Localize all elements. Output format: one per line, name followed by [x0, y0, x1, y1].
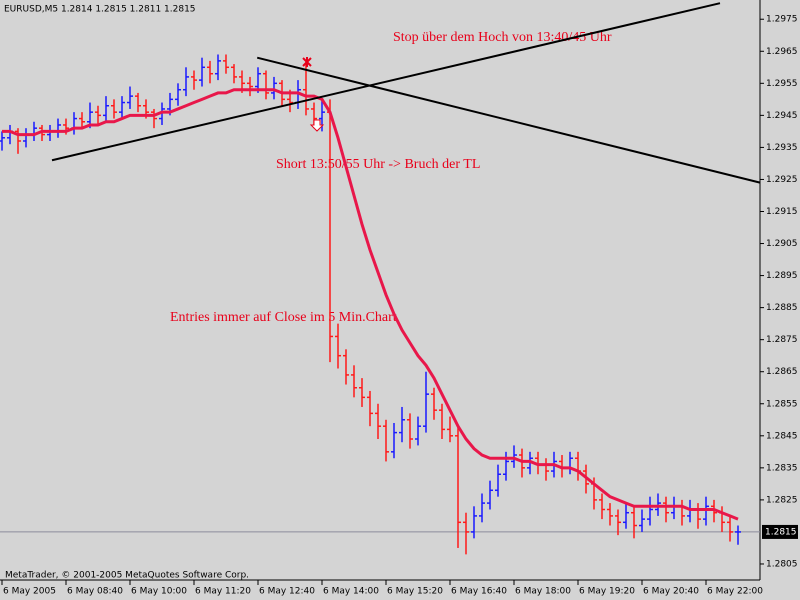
- x-tick-label: 6 May 2005: [3, 587, 56, 597]
- x-tick-label: 6 May 22:00: [707, 587, 763, 597]
- y-tick-label: 1.2955: [766, 79, 798, 89]
- y-tick-label: 1.2885: [766, 303, 798, 313]
- y-tick-label: 1.2945: [766, 111, 798, 121]
- chart-title: EURUSD,M5 1.2814 1.2815 1.2811 1.2815: [4, 5, 196, 15]
- trendline: [256, 56, 761, 184]
- y-tick-label: 1.2865: [766, 367, 798, 377]
- y-tick-label: 1.2845: [766, 431, 798, 441]
- x-tick-label: 6 May 12:40: [259, 587, 315, 597]
- y-tick-label: 1.2855: [766, 399, 798, 409]
- price-label: 1.2815: [765, 527, 797, 537]
- x-tick-label: 6 May 10:00: [131, 587, 187, 597]
- y-tick-label: 1.2965: [766, 47, 798, 57]
- x-tick-label: 6 May 19:20: [579, 587, 635, 597]
- trendline: [51, 2, 721, 162]
- x-tick-label: 6 May 14:00: [323, 587, 379, 597]
- moving-average: [2, 88, 739, 521]
- x-tick-label: 6 May 15:20: [387, 587, 443, 597]
- y-tick-label: 1.2835: [766, 463, 798, 473]
- y-tick-label: 1.2915: [766, 207, 798, 217]
- y-tick-label: 1.2875: [766, 335, 798, 345]
- footer: MetaTrader, © 2001-2005 MetaQuotes Softw…: [5, 571, 249, 581]
- price-label-box: [762, 524, 798, 539]
- plot-area: [0, 2, 761, 555]
- y-tick-label: 1.2925: [766, 175, 798, 185]
- y-tick-label: 1.2935: [766, 143, 798, 153]
- annotation: Entries immer auf Close im 5 Min.Chart: [170, 310, 397, 325]
- stop-marker: [302, 57, 312, 67]
- y-tick-label: 1.2975: [766, 15, 798, 25]
- y-tick-label: 1.2825: [766, 495, 798, 505]
- x-tick-label: 6 May 11:20: [195, 587, 251, 597]
- sell-arrow: [309, 119, 325, 132]
- x-tick-label: 6 May 08:40: [67, 587, 123, 597]
- x-tick-label: 6 May 18:00: [515, 587, 571, 597]
- y-tick-label: 1.2895: [766, 271, 798, 281]
- annotation: Stop über dem Hoch von 13:40/45 Uhr: [393, 30, 612, 45]
- y-tick-label: 1.2805: [766, 559, 798, 569]
- x-tick-label: 6 May 16:40: [451, 587, 507, 597]
- y-tick-label: 1.2905: [766, 239, 798, 249]
- x-tick-label: 6 May 20:40: [643, 587, 699, 597]
- annotation: Short 13:50/55 Uhr -> Bruch der TL: [276, 157, 480, 172]
